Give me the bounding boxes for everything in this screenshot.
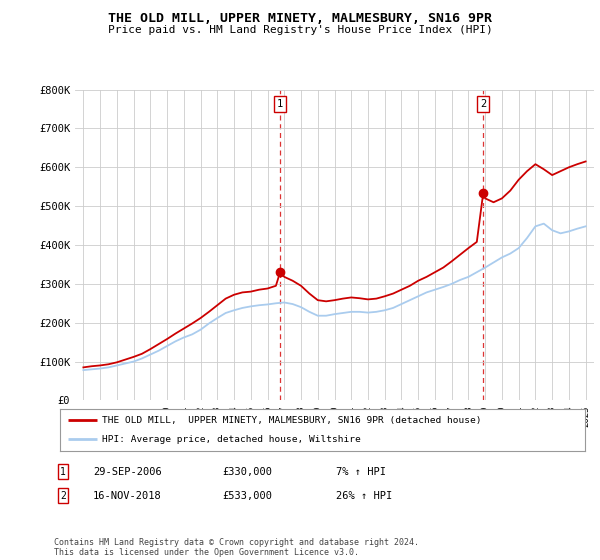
Text: 26% ↑ HPI: 26% ↑ HPI bbox=[336, 491, 392, 501]
Text: 16-NOV-2018: 16-NOV-2018 bbox=[93, 491, 162, 501]
Text: 29-SEP-2006: 29-SEP-2006 bbox=[93, 466, 162, 477]
Text: 1: 1 bbox=[277, 99, 283, 109]
Text: THE OLD MILL,  UPPER MINETY, MALMESBURY, SN16 9PR (detached house): THE OLD MILL, UPPER MINETY, MALMESBURY, … bbox=[102, 416, 482, 424]
Text: 2: 2 bbox=[60, 491, 66, 501]
Text: HPI: Average price, detached house, Wiltshire: HPI: Average price, detached house, Wilt… bbox=[102, 435, 361, 444]
Text: 2: 2 bbox=[480, 99, 486, 109]
Text: £533,000: £533,000 bbox=[222, 491, 272, 501]
Text: THE OLD MILL, UPPER MINETY, MALMESBURY, SN16 9PR: THE OLD MILL, UPPER MINETY, MALMESBURY, … bbox=[108, 12, 492, 25]
Text: £330,000: £330,000 bbox=[222, 466, 272, 477]
Text: Price paid vs. HM Land Registry's House Price Index (HPI): Price paid vs. HM Land Registry's House … bbox=[107, 25, 493, 35]
Text: Contains HM Land Registry data © Crown copyright and database right 2024.
This d: Contains HM Land Registry data © Crown c… bbox=[54, 538, 419, 557]
Text: 7% ↑ HPI: 7% ↑ HPI bbox=[336, 466, 386, 477]
Text: 1: 1 bbox=[60, 466, 66, 477]
